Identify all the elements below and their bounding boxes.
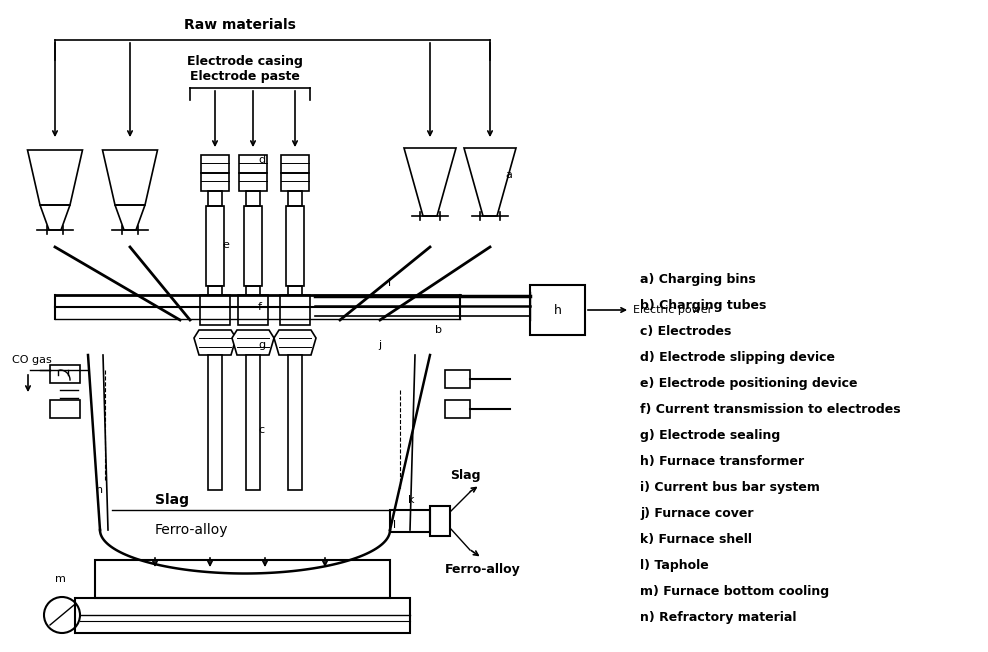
Bar <box>246 355 260 490</box>
Text: b) Charging tubes: b) Charging tubes <box>640 299 767 312</box>
Text: l) Taphole: l) Taphole <box>640 559 708 572</box>
Text: a) Charging bins: a) Charging bins <box>640 273 756 286</box>
Text: n) Refractory material: n) Refractory material <box>640 612 796 625</box>
Bar <box>208 286 222 298</box>
Bar <box>201 155 229 173</box>
Text: h: h <box>553 303 561 316</box>
Text: i) Current bus bar system: i) Current bus bar system <box>640 481 820 494</box>
Text: Slag: Slag <box>155 493 189 507</box>
Text: c) Electrodes: c) Electrodes <box>640 325 731 338</box>
Text: Electric power: Electric power <box>633 305 712 315</box>
Bar <box>390 510 430 532</box>
Bar <box>246 191 260 206</box>
Text: Ferro-alloy: Ferro-alloy <box>445 563 521 576</box>
Text: d: d <box>258 155 265 165</box>
Text: Slag: Slag <box>450 469 480 481</box>
Bar <box>445 400 470 418</box>
Text: j) Furnace cover: j) Furnace cover <box>640 507 754 520</box>
Text: a: a <box>505 170 512 180</box>
Bar <box>208 355 222 490</box>
Bar <box>239 173 267 191</box>
Bar <box>95 560 390 598</box>
Bar <box>201 173 229 191</box>
Polygon shape <box>232 330 274 355</box>
Text: j: j <box>378 340 381 350</box>
Text: Electrode casing
Electrode paste: Electrode casing Electrode paste <box>187 55 303 83</box>
Text: l: l <box>393 520 396 530</box>
Text: e) Electrode positioning device: e) Electrode positioning device <box>640 378 858 391</box>
Bar <box>530 285 585 335</box>
Text: k: k <box>408 495 415 505</box>
Bar <box>281 173 309 191</box>
Bar <box>75 598 410 633</box>
Bar <box>50 400 80 418</box>
Text: n: n <box>97 485 104 495</box>
Text: f) Current transmission to electrodes: f) Current transmission to electrodes <box>640 404 901 417</box>
Text: m: m <box>54 574 65 584</box>
Bar <box>281 155 309 173</box>
Text: g: g <box>258 340 265 350</box>
Bar <box>206 206 224 286</box>
Bar <box>238 295 268 325</box>
Text: CO gas: CO gas <box>12 355 51 365</box>
Bar <box>430 506 450 536</box>
Text: g) Electrode sealing: g) Electrode sealing <box>640 430 781 443</box>
Polygon shape <box>274 330 316 355</box>
Bar <box>50 365 80 383</box>
Text: Raw materials: Raw materials <box>184 18 296 32</box>
Bar <box>445 370 470 388</box>
Text: h) Furnace transformer: h) Furnace transformer <box>640 456 804 469</box>
Bar <box>208 191 222 206</box>
Text: e: e <box>222 240 229 250</box>
Text: f: f <box>258 302 262 312</box>
Bar <box>239 155 267 173</box>
Text: b: b <box>435 325 442 335</box>
Text: Ferro-alloy: Ferro-alloy <box>155 523 228 537</box>
Bar <box>244 206 262 286</box>
Bar <box>200 295 230 325</box>
Bar <box>246 286 260 298</box>
Text: i: i <box>388 278 391 288</box>
Text: m) Furnace bottom cooling: m) Furnace bottom cooling <box>640 585 829 599</box>
Bar <box>288 355 302 490</box>
Text: k) Furnace shell: k) Furnace shell <box>640 533 752 546</box>
Bar <box>288 191 302 206</box>
Bar <box>280 295 310 325</box>
Polygon shape <box>194 330 236 355</box>
Text: c: c <box>258 425 264 435</box>
Bar <box>288 286 302 298</box>
Text: d) Electrode slipping device: d) Electrode slipping device <box>640 351 835 364</box>
Bar <box>286 206 304 286</box>
